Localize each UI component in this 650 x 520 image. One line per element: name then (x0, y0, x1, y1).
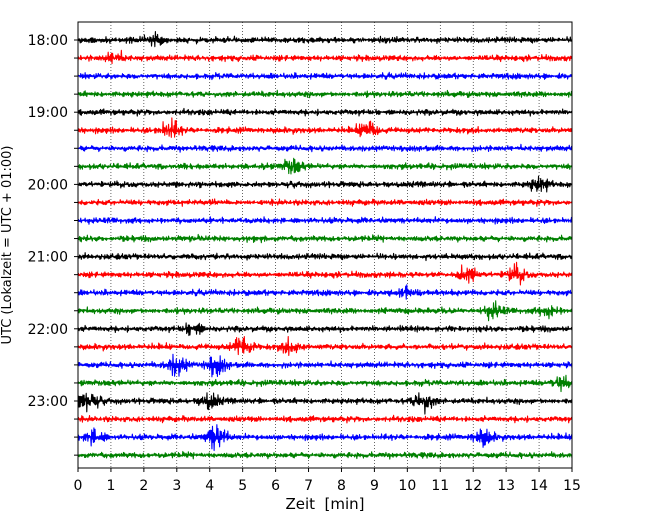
seismic-trace (77, 261, 573, 286)
seismic-trace (77, 107, 573, 117)
seismic-trace (77, 49, 573, 65)
seismic-trace (77, 335, 573, 357)
seismic-trace (77, 143, 573, 153)
seismic-trace (77, 414, 573, 424)
x-tick-label: 7 (304, 478, 313, 494)
x-tick-label: 1 (106, 478, 115, 494)
seismic-trace (77, 374, 573, 393)
seismic-trace (77, 117, 573, 138)
seismic-trace (77, 71, 573, 81)
x-tick-label: 9 (370, 478, 379, 494)
x-axis-ticks: 0 1 2 3 4 5 6 7 8 9 10 11 12 13 14 15 (74, 468, 581, 494)
seismic-trace (77, 216, 573, 225)
x-tick-label: 8 (337, 478, 346, 494)
seismic-trace (77, 353, 573, 378)
y-tick-label: 21:00 (28, 250, 68, 266)
x-tick-label: 14 (530, 478, 548, 494)
seismic-trace (77, 198, 573, 207)
seismogram-traces (77, 31, 573, 460)
seismic-trace (77, 424, 573, 452)
seismic-trace (77, 252, 573, 262)
x-tick-label: 6 (271, 478, 280, 494)
seismic-trace (77, 31, 573, 48)
y-tick-label: 23:00 (28, 394, 68, 410)
x-axis-label: Zeit [min] (285, 495, 364, 513)
plot-frame (77, 21, 573, 469)
x-tick-label: 10 (398, 478, 416, 494)
y-axis-ticks: 18:00 19:00 20:00 21:00 22:00 23:00 (28, 33, 78, 456)
x-tick-label: 3 (172, 478, 181, 494)
seismic-trace (77, 89, 573, 99)
seismic-trace (77, 450, 573, 460)
seismic-trace (77, 233, 573, 244)
seismic-trace (77, 322, 573, 337)
y-axis-label: UTC (Lokalzeit = UTC + 01:00) (0, 146, 15, 345)
y-tick-label: 19:00 (28, 105, 68, 121)
seismic-trace (77, 284, 573, 300)
y-tick-label: 22:00 (28, 322, 68, 338)
y-tick-label: 18:00 (28, 33, 68, 49)
x-tick-label: 12 (464, 478, 482, 494)
x-tick-label: 4 (205, 478, 214, 494)
y-tick-label: 20:00 (28, 177, 68, 193)
x-tick-label: 15 (563, 478, 581, 494)
x-tick-label: 0 (74, 478, 83, 494)
seismic-trace (77, 157, 573, 175)
seismic-trace (77, 175, 573, 193)
seismic-trace (77, 300, 573, 322)
x-tick-label: 13 (497, 478, 515, 494)
x-tick-label: 11 (431, 478, 449, 494)
vertical-gridlines (110, 22, 540, 468)
x-tick-label: 5 (238, 478, 247, 494)
seismic-trace (77, 392, 573, 415)
x-tick-label: 2 (139, 478, 148, 494)
